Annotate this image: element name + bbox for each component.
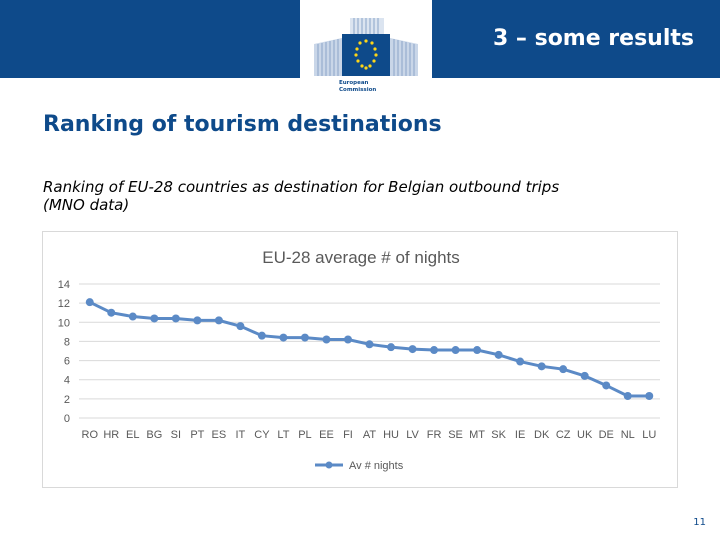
- logo-building-icon: [314, 18, 418, 76]
- x-tick-label: ES: [212, 429, 227, 441]
- data-point-pt: [193, 316, 202, 325]
- chart-frame: EU-28 average # of nights 0 2 4 6 8 10 12 14 RO…: [42, 231, 678, 488]
- data-point-ee: [322, 335, 331, 344]
- data-point-ro: [85, 298, 94, 307]
- x-tick-label: EE: [319, 429, 334, 441]
- logo-text-line2: Commission: [339, 87, 377, 93]
- x-tick-label: DE: [599, 429, 614, 441]
- x-tick-label: SI: [171, 429, 181, 441]
- data-point-bg: [150, 314, 159, 323]
- y-tick-label: 2: [64, 394, 70, 406]
- data-point-lu: [645, 391, 654, 400]
- x-tick-label: IT: [235, 429, 245, 441]
- x-tick-label: PT: [190, 429, 204, 441]
- data-point-nl: [623, 391, 632, 400]
- x-tick-label: LV: [406, 429, 419, 441]
- y-tick-label: 14: [58, 279, 70, 291]
- x-tick-label: SE: [448, 429, 463, 441]
- x-tick-label: CY: [254, 429, 270, 441]
- data-point-pl: [300, 333, 309, 342]
- x-tick-label: SK: [491, 429, 506, 441]
- data-point-se: [451, 346, 460, 355]
- header-title: 3 – some results: [492, 26, 694, 51]
- y-tick-label: 4: [64, 375, 70, 387]
- page-title: Ranking of tourism destinations: [43, 112, 442, 137]
- data-point-fr: [430, 346, 439, 355]
- data-point-cz: [559, 365, 568, 374]
- legend-label: Av # nights: [349, 460, 404, 472]
- data-point-hr: [107, 308, 116, 317]
- x-tick-label: FI: [343, 429, 353, 441]
- data-point-it: [236, 322, 245, 331]
- y-tick-label: 6: [64, 356, 70, 368]
- data-point-cy: [257, 331, 266, 340]
- x-tick-label: DK: [534, 429, 550, 441]
- european-commission-logo: European Commission: [300, 0, 432, 102]
- page-number: 11: [693, 517, 706, 528]
- data-point-lv: [408, 345, 417, 354]
- x-tick-label: LT: [277, 429, 289, 441]
- subtitle: Ranking of EU-28 countries as destinatio…: [43, 178, 683, 214]
- data-point-es: [214, 316, 223, 325]
- y-tick-label: 0: [64, 413, 70, 425]
- x-tick-label: HU: [383, 429, 399, 441]
- logo-text-line1: European: [339, 80, 369, 86]
- x-tick-label: RO: [82, 429, 99, 441]
- x-tick-label: CZ: [556, 429, 571, 441]
- x-tick-label: EL: [126, 429, 139, 441]
- legend-point-marker: [325, 461, 333, 469]
- subtitle-line2: (MNO data): [43, 196, 130, 214]
- data-point-mt: [473, 346, 482, 355]
- x-tick-label: FR: [427, 429, 442, 441]
- data-point-el: [128, 312, 137, 321]
- x-tick-label: MT: [469, 429, 485, 441]
- data-point-fi: [343, 335, 352, 344]
- data-point-uk: [580, 371, 589, 380]
- x-tick-label: HR: [103, 429, 119, 441]
- data-point-de: [602, 381, 611, 390]
- x-tick-label: PL: [298, 429, 311, 441]
- data-point-lt: [279, 333, 288, 342]
- x-tick-label: AT: [363, 429, 377, 441]
- x-tick-label: NL: [621, 429, 635, 441]
- data-point-dk: [537, 362, 546, 371]
- y-tick-label: 10: [58, 317, 70, 329]
- subtitle-line1: Ranking of EU-28 countries as destinatio…: [43, 178, 560, 196]
- data-point-ie: [516, 357, 525, 366]
- y-tick-label: 12: [58, 298, 70, 310]
- data-point-si: [171, 314, 180, 323]
- x-tick-label: LU: [642, 429, 656, 441]
- data-point-at: [365, 340, 374, 349]
- y-tick-label: 8: [64, 336, 70, 348]
- data-point-sk: [494, 350, 503, 359]
- x-tick-label: UK: [577, 429, 593, 441]
- x-tick-label: BG: [146, 429, 162, 441]
- chart-title: EU-28 average # of nights: [262, 248, 460, 267]
- data-point-hu: [387, 343, 396, 352]
- x-tick-label: IE: [515, 429, 525, 441]
- chart-legend: Av # nights: [315, 460, 404, 472]
- line-chart: EU-28 average # of nights 0 2 4 6 8 10 12 14 RO…: [58, 248, 660, 472]
